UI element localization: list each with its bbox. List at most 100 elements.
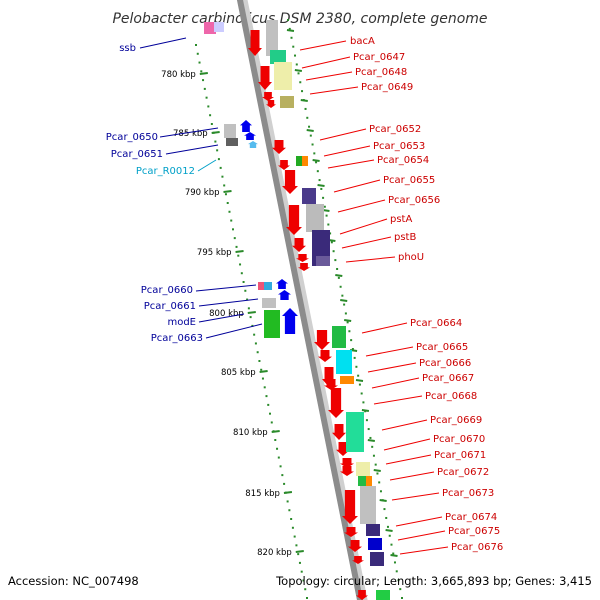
inner-tick — [312, 159, 320, 162]
forward-rna-arrow — [248, 141, 258, 148]
scale-tick — [235, 250, 244, 253]
right-gene-label: Pcar_0674 — [445, 512, 497, 523]
leader-line — [327, 159, 375, 169]
reverse-cds-arrow — [296, 254, 309, 262]
leader-line — [389, 471, 435, 481]
right-gene-label: Pcar_0675 — [448, 526, 500, 537]
leader-line — [395, 516, 443, 527]
reverse-feature-block — [302, 156, 308, 166]
reverse-cds-arrow — [292, 238, 306, 252]
reverse-cds-arrow — [314, 330, 330, 350]
scale-tick-label: 805 kbp — [221, 368, 256, 378]
reverse-feature-block — [346, 412, 364, 452]
leader-line — [139, 37, 187, 49]
inner-tick — [361, 409, 370, 412]
forward-feature-block — [214, 22, 224, 32]
reverse-cds-arrow — [332, 424, 346, 440]
reverse-feature-block — [370, 552, 384, 566]
map-title: Pelobacter carbinolicus DSM 2380, comple… — [112, 11, 487, 27]
scale-ruler-dots — [195, 44, 308, 599]
scale-tick — [271, 430, 280, 433]
leader-line — [205, 323, 263, 339]
gene-labels: ssb Pcar_0650 Pcar_0651 Pcar_R0012 Pcar_0660… — [106, 36, 503, 553]
right-gene-label: Pcar_0653 — [373, 141, 425, 152]
leader-line — [323, 145, 371, 157]
scale-tick — [259, 370, 268, 373]
right-gene-label: Pcar_0664 — [410, 318, 462, 329]
right-gene-label: bacA — [350, 36, 375, 47]
left-gene-label: Pcar_0651 — [111, 149, 163, 160]
leader-line — [198, 313, 245, 323]
reverse-feature-block — [274, 62, 292, 90]
reverse-cds-arrow — [352, 556, 364, 564]
right-gene-label: Pcar_0671 — [434, 450, 486, 461]
forward-cds-arrow — [244, 132, 256, 140]
scale-tick-label: 795 kbp — [197, 248, 232, 258]
leader-line — [301, 56, 351, 69]
scale-tick — [247, 311, 256, 314]
leader-line — [319, 128, 367, 141]
reverse-cds-arrow — [248, 30, 262, 56]
left-gene-label: Pcar_R0012 — [136, 166, 195, 177]
forward-feature-block — [264, 310, 280, 338]
right-gene-label: Pcar_0647 — [353, 52, 405, 63]
reverse-feature-block — [358, 476, 366, 486]
reverse-feature-block — [360, 486, 376, 524]
right-gene-label: Pcar_0652 — [369, 124, 421, 135]
inner-tick — [373, 469, 381, 472]
right-gene-label: Pcar_0655 — [383, 175, 435, 186]
inner-tick — [317, 184, 325, 187]
reverse-cds-arrow — [340, 466, 354, 476]
right-gene-label: Pcar_0667 — [422, 373, 474, 384]
right-gene-label: Pcar_0668 — [425, 391, 477, 402]
reverse-feature-block — [366, 524, 380, 536]
scale-tick-label: 800 kbp — [209, 309, 244, 319]
reverse-cds-arrow — [344, 527, 358, 537]
reverse-feature-block — [336, 350, 352, 374]
reverse-feature-block — [366, 476, 372, 486]
leader-line — [159, 127, 219, 138]
scale-tick-label: 785 kbp — [173, 129, 208, 139]
leader-line — [198, 298, 259, 307]
leader-line — [299, 40, 347, 51]
inner-tick — [294, 69, 303, 72]
leader-line — [165, 144, 219, 155]
reverse-cds-arrow — [258, 66, 272, 90]
leader-line — [341, 236, 392, 249]
right-gene-label: Pcar_0673 — [442, 488, 494, 499]
forward-feature-block — [204, 22, 216, 34]
forward-cds-arrow — [276, 279, 288, 289]
left-gene-label: ssb — [119, 43, 136, 54]
label-leader-lines — [139, 37, 449, 555]
reverse-feature-block — [306, 204, 324, 232]
leader-line — [391, 492, 440, 501]
right-gene-label: Pcar_0648 — [355, 67, 407, 78]
right-gene-label: Pcar_0654 — [377, 155, 429, 166]
leader-line — [195, 284, 257, 292]
scale-tick — [223, 190, 232, 193]
left-gene-label: modE — [167, 317, 196, 328]
reverse-cds-arrow — [348, 540, 362, 552]
forward-feature-block — [264, 282, 272, 290]
leader-line — [339, 218, 388, 235]
reverse-feature-block — [316, 256, 330, 266]
gene-features — [204, 20, 390, 600]
inner-tick — [344, 319, 352, 322]
reverse-cds-arrow — [342, 490, 358, 524]
scale-tick-label: 780 kbp — [161, 70, 196, 80]
leader-line — [397, 530, 446, 541]
leader-line — [361, 322, 408, 334]
inner-tick — [340, 299, 348, 302]
inner-tick — [385, 529, 393, 532]
scale-tick-label: 810 kbp — [233, 428, 268, 438]
right-gene-label: pstB — [394, 232, 416, 243]
right-gene-label: Pcar_0670 — [433, 434, 485, 445]
leader-line — [383, 438, 431, 451]
scale-tick — [211, 131, 220, 134]
leader-line — [309, 86, 359, 95]
scale-ruler: 780 kbp 785 kbp 790 kbp 795 kbp 800 kbp 805 k… — [161, 19, 403, 599]
right-gene-label: Pcar_0669 — [430, 415, 482, 426]
forward-feature-block — [224, 124, 236, 138]
reverse-feature-block — [270, 50, 286, 64]
leader-line — [197, 159, 217, 172]
